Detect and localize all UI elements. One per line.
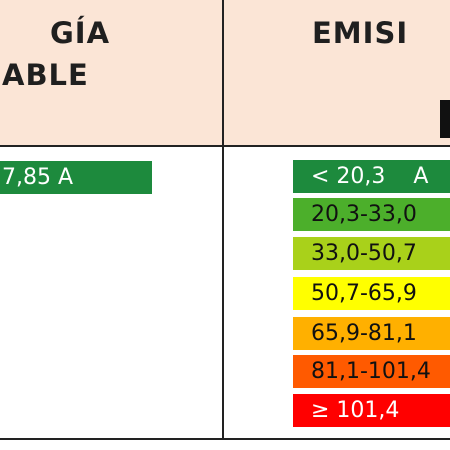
scale-bar: ≥ 101,4 xyxy=(293,394,450,427)
scale-label: < 20,3 xyxy=(311,164,386,189)
scale-label: ≥ 101,4 xyxy=(311,398,400,423)
scale-bar: 50,7-65,9 xyxy=(293,277,450,310)
header-left-line: ABLE xyxy=(2,58,89,92)
scale-label: 65,9-81,1 xyxy=(311,321,417,346)
row-divider xyxy=(0,145,450,147)
scale-label: 20,3-33,0 xyxy=(311,202,417,227)
scale-letter: A xyxy=(413,164,429,189)
scale-bar: 65,9-81,1 xyxy=(293,317,450,350)
scale-bar: 81,1-101,4 xyxy=(293,355,450,388)
header-row xyxy=(0,0,450,145)
header-right: EMISI xyxy=(312,16,409,50)
scale-label: 33,0-50,7 xyxy=(311,241,417,266)
bottom-border xyxy=(0,438,450,440)
rating-bar: 7,85 A xyxy=(0,161,152,194)
scale-bar: < 20,3 A xyxy=(293,160,450,193)
header-left-line: GÍA xyxy=(50,16,111,50)
scale-bar: 33,0-50,7 xyxy=(293,237,450,270)
scale-bar: 20,3-33,0 xyxy=(293,198,450,231)
scale-label: 81,1-101,4 xyxy=(311,359,431,384)
column-divider xyxy=(222,0,224,440)
scale-label: 50,7-65,9 xyxy=(311,281,417,306)
cropped-letter xyxy=(440,100,450,138)
